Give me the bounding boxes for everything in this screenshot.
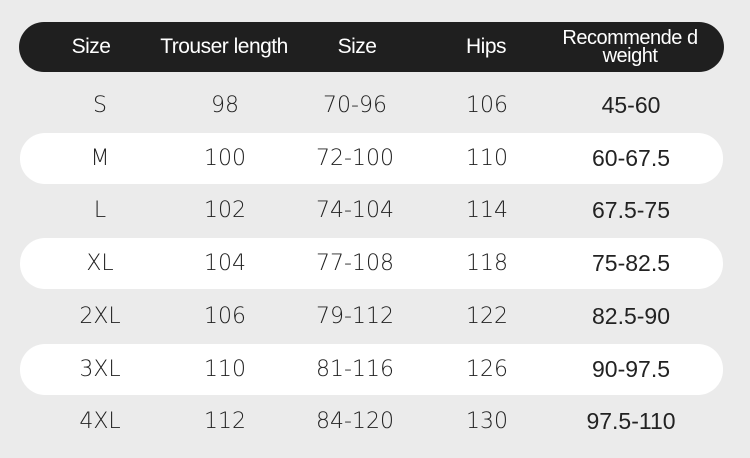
header-recommended-weight: Recommende d weight [562,27,698,67]
header-waist-size: Size [337,35,377,58]
cell-waist-size: 72-100 [316,145,394,171]
header-trouser-length: Trouser length [160,35,288,58]
cell-recommended-weight: 82.5-90 [591,302,671,329]
cell-trouser-length: 102 [204,198,246,224]
cell-trouser-length: 100 [204,145,246,171]
cell-waist-size: 84-120 [316,409,394,435]
table-row: 3XL 110 81-116 126 90-97.5 [20,343,723,395]
header-size: Size [71,35,111,58]
cell-size: M [90,145,110,171]
cell-trouser-length: 112 [204,409,246,435]
cell-recommended-weight: 45-60 [601,92,661,118]
cell-hips: 126 [466,356,508,382]
cell-trouser-length: 110 [204,356,246,382]
table-row: XL 104 77-108 118 75-82.5 [20,238,723,290]
cell-size: L [93,198,107,224]
cell-waist-size: 74-104 [316,198,394,224]
cell-hips: 122 [466,303,508,329]
table-row: 2XL 106 79-112 122 82.5-90 [20,291,723,342]
table-row: 4XL 112 84-120 130 97.5-110 [20,396,723,447]
cell-recommended-weight: 60-67.5 [591,144,671,171]
cell-hips: 106 [466,93,508,118]
header-hips: Hips [465,35,507,58]
cell-size: 3XL [79,356,121,382]
cell-hips: 114 [466,198,508,224]
cell-waist-size: 79-112 [316,303,394,329]
cell-size: 2XL [79,303,121,329]
table-header: Size Trouser length Size Hips Recommende… [19,22,724,72]
table-row: L 102 74-104 114 67.5-75 [20,185,723,236]
cell-trouser-length: 104 [204,251,246,277]
cell-size: 4XL [79,409,121,435]
table-row: S 98 70-96 106 45-60 [20,80,723,131]
cell-size: XL [86,251,114,277]
cell-hips: 118 [466,251,508,277]
cell-waist-size: 81-116 [316,356,394,382]
cell-recommended-weight: 75-82.5 [591,250,671,277]
table-row: M 100 72-100 110 60-67.5 [20,132,723,184]
cell-trouser-length: 106 [204,303,246,329]
cell-recommended-weight: 97.5-110 [586,408,676,435]
cell-waist-size: 77-108 [316,251,394,277]
cell-hips: 110 [466,145,508,171]
cell-recommended-weight: 90-97.5 [591,355,671,382]
cell-recommended-weight: 67.5-75 [591,197,671,224]
cell-waist-size: 70-96 [323,93,387,118]
cell-hips: 130 [466,409,508,435]
cell-trouser-length: 98 [211,93,239,118]
cell-size: S [93,93,107,118]
